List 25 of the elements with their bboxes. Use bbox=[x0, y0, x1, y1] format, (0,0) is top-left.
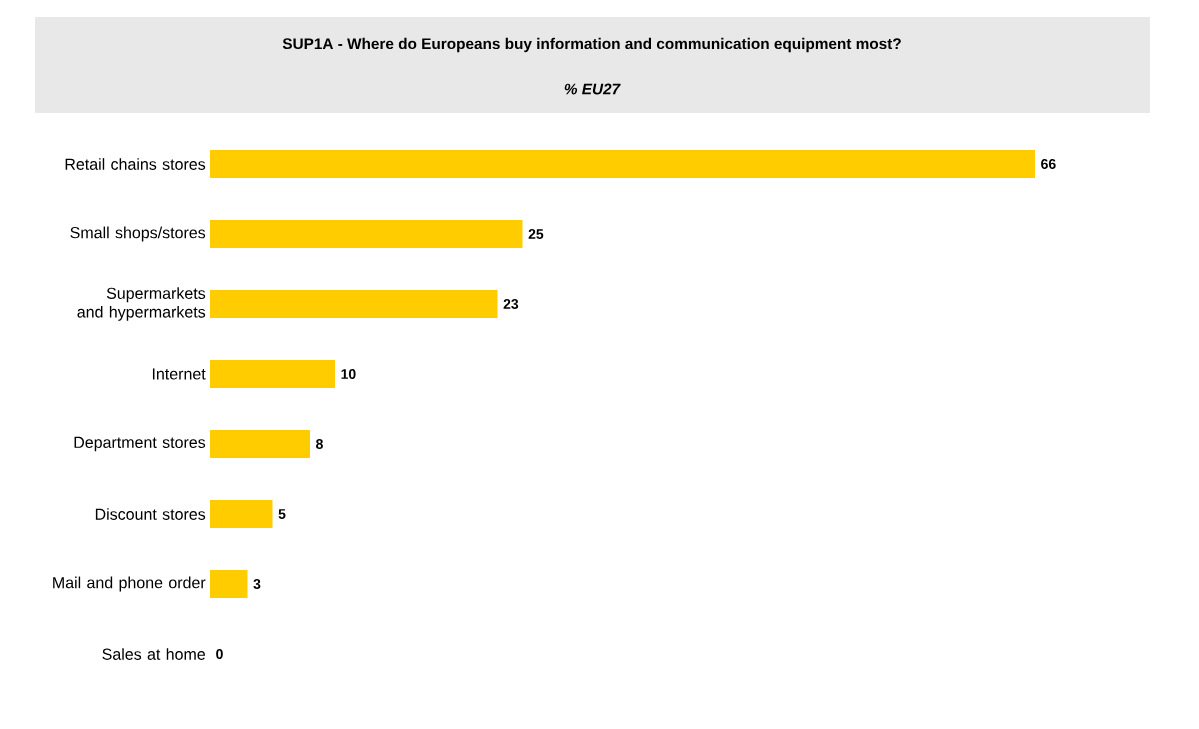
bar bbox=[210, 360, 335, 389]
y-tick-label: Department stores bbox=[74, 436, 206, 452]
y-tick-label: Retail chains stores bbox=[65, 158, 206, 170]
data-label: 10 bbox=[341, 369, 356, 379]
y-tick-label: Small shops/stores bbox=[70, 226, 206, 242]
bar bbox=[210, 220, 523, 249]
y-tick-label: Supermarkets and hypermarkets bbox=[77, 287, 206, 321]
data-label: 25 bbox=[528, 229, 544, 239]
data-label: 23 bbox=[503, 299, 519, 309]
bar bbox=[210, 570, 248, 599]
data-label: 0 bbox=[216, 649, 223, 659]
y-tick-label: Sales at home bbox=[102, 648, 205, 660]
data-label: 3 bbox=[253, 579, 261, 589]
y-tick-label: Discount stores bbox=[95, 508, 206, 520]
data-label: 5 bbox=[278, 509, 286, 519]
chart-title: SUP1A - Where do Europeans buy information and communication equipment most? bbox=[282, 37, 901, 53]
data-label: 8 bbox=[316, 439, 323, 449]
y-tick-label: Mail and phone order bbox=[53, 576, 206, 592]
bar bbox=[210, 500, 273, 529]
bar bbox=[210, 430, 310, 459]
data-label: 66 bbox=[1041, 159, 1056, 169]
chart-subtitle: % EU27 bbox=[564, 83, 621, 95]
y-tick-label: Internet bbox=[152, 368, 206, 380]
bar bbox=[210, 290, 498, 319]
bar bbox=[210, 150, 1036, 179]
